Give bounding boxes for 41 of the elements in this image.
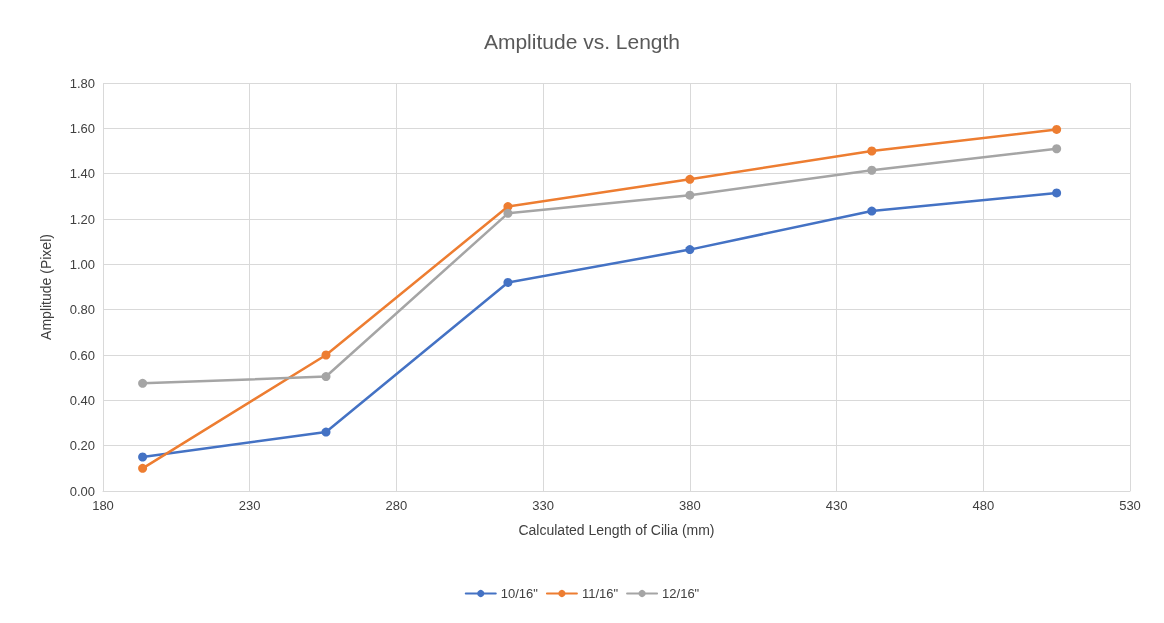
y-axis-title: Amplitude (Pixel) bbox=[38, 234, 54, 340]
y-tick-label: 1.20 bbox=[69, 211, 95, 227]
y-tick-label: 0.20 bbox=[69, 438, 95, 454]
x-tick-label: 530 bbox=[1119, 498, 1141, 513]
y-tick-label: 1.00 bbox=[69, 256, 95, 272]
x-tick-label: 280 bbox=[385, 498, 408, 513]
point bbox=[138, 378, 148, 388]
x-tick-label: 330 bbox=[532, 498, 554, 513]
point bbox=[685, 245, 695, 255]
point bbox=[867, 206, 877, 216]
point bbox=[685, 174, 695, 184]
x-tick-label: 380 bbox=[679, 498, 701, 513]
y-tick-label: 1.80 bbox=[69, 75, 95, 91]
y-tick-label: 0.60 bbox=[69, 347, 95, 363]
point bbox=[1052, 188, 1062, 198]
x-tick-label: 480 bbox=[972, 498, 995, 513]
point bbox=[503, 208, 513, 218]
x-tick-label: 180 bbox=[92, 498, 114, 513]
x-tick-label: 430 bbox=[825, 498, 848, 513]
legend-label: 12/16" bbox=[662, 586, 700, 601]
y-tick-label: 1.40 bbox=[69, 166, 95, 182]
y-tick-label: 0.00 bbox=[69, 483, 95, 499]
point bbox=[1052, 144, 1062, 154]
x-tick-label: 230 bbox=[238, 498, 261, 513]
point bbox=[503, 277, 513, 287]
point bbox=[1052, 124, 1062, 134]
legend-label: 10/16" bbox=[500, 586, 539, 601]
point bbox=[138, 452, 148, 462]
chart-title: Amplitude vs. Length bbox=[483, 30, 681, 53]
point bbox=[867, 146, 877, 156]
x-axis-title: Calculated Length of Cilia (mm) bbox=[518, 522, 715, 538]
y-tick-label: 0.40 bbox=[69, 392, 95, 408]
point bbox=[138, 463, 148, 473]
point bbox=[321, 350, 331, 360]
y-tick-label: 1.60 bbox=[69, 120, 95, 136]
legend-label: 11/16" bbox=[581, 586, 619, 601]
point bbox=[867, 165, 877, 175]
y-tick-label: 0.80 bbox=[69, 302, 95, 318]
point bbox=[321, 372, 331, 382]
point bbox=[321, 427, 331, 437]
point bbox=[685, 190, 695, 200]
